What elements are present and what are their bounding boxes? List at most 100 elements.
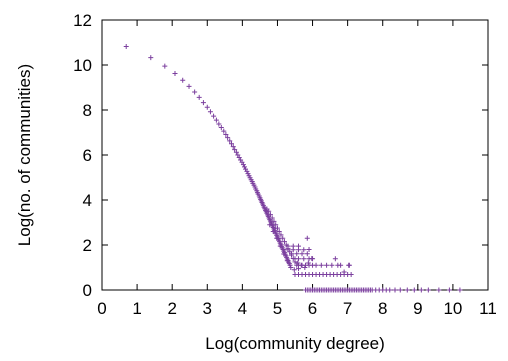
data-point <box>387 287 393 293</box>
data-point <box>186 83 192 89</box>
y-tick-label: 10 <box>73 56 92 75</box>
data-point <box>411 287 417 293</box>
scatter-points <box>123 44 463 293</box>
data-point <box>204 104 210 110</box>
data-point <box>290 243 296 249</box>
y-tick-label: 0 <box>83 281 92 300</box>
data-point <box>299 251 305 257</box>
data-point <box>329 262 335 268</box>
x-axis: 0 1 2 3 4 5 6 7 8 9 10 11 <box>97 20 497 318</box>
data-point <box>301 247 307 253</box>
data-point <box>240 162 246 168</box>
data-point <box>284 258 290 264</box>
data-point <box>296 243 302 249</box>
data-point <box>348 271 354 277</box>
data-point <box>244 168 250 174</box>
data-point <box>221 128 227 134</box>
data-point <box>207 109 213 115</box>
data-point <box>278 232 284 238</box>
data-point <box>232 147 238 153</box>
x-tick-label: 4 <box>238 299 247 318</box>
x-tick-label: 0 <box>97 299 106 318</box>
y-tick-label: 12 <box>73 11 92 30</box>
data-point <box>180 77 186 83</box>
x-tick-label: 3 <box>203 299 212 318</box>
data-point <box>291 267 297 273</box>
data-point <box>267 222 273 228</box>
x-tick-label: 10 <box>443 299 462 318</box>
data-point <box>216 121 222 127</box>
y-tick-label: 6 <box>83 146 92 165</box>
y-axis: 0 2 4 6 8 10 12 <box>73 11 488 300</box>
x-axis-label: Log(community degree) <box>205 334 385 353</box>
x-tick-label: 9 <box>413 299 422 318</box>
data-point <box>397 287 403 293</box>
data-point <box>318 262 324 268</box>
data-point <box>287 262 293 268</box>
data-point <box>295 260 301 266</box>
data-point <box>457 287 463 293</box>
data-point <box>346 262 352 268</box>
data-point <box>294 251 300 257</box>
data-point <box>228 141 234 147</box>
data-point <box>218 125 224 131</box>
data-point <box>274 225 280 231</box>
data-point <box>266 208 272 214</box>
y-tick-label: 2 <box>83 236 92 255</box>
data-point <box>392 287 398 293</box>
data-point <box>304 235 310 241</box>
data-point <box>341 269 347 275</box>
data-point <box>273 222 279 228</box>
data-point <box>233 149 239 155</box>
data-point <box>301 256 307 262</box>
data-point <box>225 135 231 141</box>
data-point <box>123 44 129 50</box>
x-tick-label: 6 <box>308 299 317 318</box>
data-point <box>288 265 294 270</box>
data-point <box>162 63 168 69</box>
data-point <box>267 212 273 218</box>
data-point <box>274 235 280 241</box>
data-point <box>404 287 410 293</box>
data-point <box>192 89 198 95</box>
data-point <box>280 235 286 241</box>
data-point <box>269 215 275 221</box>
x-tick-label: 5 <box>273 299 282 318</box>
data-point <box>285 243 291 249</box>
data-point <box>213 117 219 123</box>
data-point <box>200 100 206 106</box>
data-point <box>281 251 287 257</box>
data-point <box>227 138 233 144</box>
data-point <box>304 251 310 257</box>
data-point <box>296 256 302 262</box>
y-axis-label: Log(no. of communities) <box>15 64 34 246</box>
data-point <box>270 229 276 234</box>
y-tick-label: 4 <box>83 191 92 210</box>
data-point <box>313 262 319 268</box>
data-point <box>446 287 452 293</box>
data-point <box>281 239 287 245</box>
data-point <box>436 287 442 293</box>
y-tick-label: 8 <box>83 101 92 120</box>
data-point <box>196 94 202 100</box>
data-point <box>288 251 294 257</box>
data-point <box>223 132 229 138</box>
data-point <box>306 247 312 252</box>
x-tick-label: 8 <box>378 299 387 318</box>
data-point <box>172 71 178 77</box>
data-point <box>305 260 311 266</box>
data-point <box>425 287 431 293</box>
x-tick-label: 1 <box>132 299 141 318</box>
data-point <box>418 287 424 293</box>
data-point <box>230 144 236 150</box>
x-tick-label: 2 <box>167 299 176 318</box>
data-point <box>310 256 316 262</box>
data-point <box>241 164 247 170</box>
data-point <box>335 262 341 268</box>
data-point <box>302 265 308 270</box>
data-point <box>148 55 154 61</box>
data-point <box>276 229 282 234</box>
data-point <box>211 113 217 119</box>
